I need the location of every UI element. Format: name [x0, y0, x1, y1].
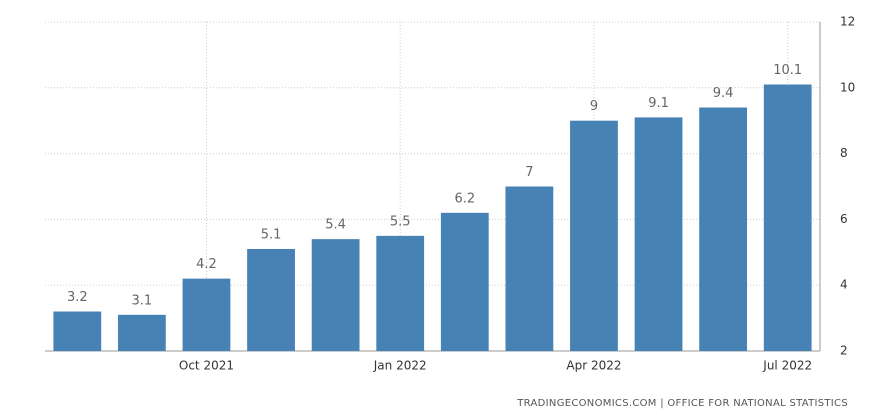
x-tick-label: Apr 2022: [566, 359, 621, 373]
value-label: 5.5: [390, 214, 411, 229]
value-label: 5.1: [261, 228, 282, 243]
bar: [376, 235, 425, 351]
bar: [117, 314, 166, 351]
bar: [182, 278, 231, 351]
value-label: 10.1: [773, 63, 802, 78]
y-tick-label: 12: [840, 15, 855, 29]
y-tick-label: 8: [840, 146, 848, 160]
bar: [763, 84, 812, 351]
value-label: 3.2: [67, 290, 88, 305]
bar: [505, 186, 554, 351]
value-label: 5.4: [325, 218, 346, 233]
y-tick-label: 6: [840, 212, 848, 226]
y-tick-label: 10: [840, 80, 855, 94]
y-tick-label: 2: [840, 344, 848, 358]
value-label: 3.1: [132, 293, 153, 308]
value-label: 4.2: [196, 257, 217, 272]
value-label: 9.1: [648, 96, 669, 111]
x-tick-label: Jan 2022: [373, 359, 427, 373]
x-tick-label: Oct 2021: [179, 359, 234, 373]
bar: [440, 212, 489, 351]
bar: [53, 311, 102, 351]
value-label: 7: [525, 165, 533, 180]
bar: [634, 117, 683, 351]
bar: [699, 107, 748, 351]
bar: [311, 239, 360, 351]
x-tick-label: Jul 2022: [762, 359, 812, 373]
y-tick-label: 4: [840, 278, 848, 292]
bar: [570, 120, 618, 351]
source: TRADINGECONOMICS.COM | OFFICE FOR NATION…: [516, 398, 848, 409]
value-label: 6.2: [454, 191, 475, 206]
value-label: 9.4: [713, 86, 734, 101]
value-label: 9: [590, 99, 598, 114]
bar: [247, 249, 295, 351]
